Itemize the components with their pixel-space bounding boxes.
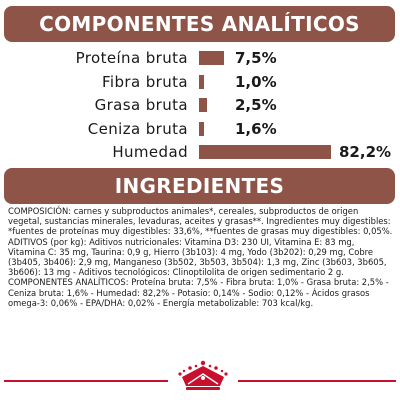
row-label: Fibra bruta: [101, 72, 188, 91]
royal-canin-crown-logo: [178, 360, 228, 390]
row-value: 1,6%: [235, 119, 277, 138]
row-label: Ceniza bruta: [87, 119, 188, 138]
analytics-row-ash: Ceniza bruta 1,6%: [0, 119, 400, 139]
additives-paragraph: ADITIVOS (por kg): Aditivos nutricionale…: [8, 236, 387, 278]
analytics-row-moisture: Humedad 82,2%: [0, 142, 400, 162]
analytics-row-protein: Proteína bruta 7,5%: [0, 48, 400, 68]
row-label: Proteína bruta: [75, 49, 188, 67]
ingredients-body: COMPOSICIÓN: carnes y subproductos anima…: [8, 206, 394, 308]
analytics-title: COMPONENTES ANALÍTICOS: [39, 12, 360, 36]
row-value: 82,2%: [339, 143, 392, 161]
value-bar: [199, 145, 331, 159]
analytics-banner: COMPONENTES ANALÍTICOS: [4, 6, 395, 42]
composition-paragraph: COMPOSICIÓN: carnes y subproductos anima…: [8, 206, 393, 237]
analytical-paragraph: COMPONENTES ANALÍTICOS: Proteína bruta: …: [8, 277, 389, 308]
footer-divider-right: [238, 380, 396, 382]
row-value: 2,5%: [235, 96, 277, 114]
row-label: Humedad: [112, 143, 188, 161]
row-value: 1,0%: [235, 72, 277, 91]
analytics-row-fat: Grasa bruta 2,5%: [0, 95, 400, 115]
footer-divider-left: [4, 380, 168, 382]
ingredients-banner: INGREDIENTES: [4, 168, 395, 204]
value-bar: [199, 98, 207, 112]
value-bar: [199, 74, 204, 89]
value-bar: [199, 121, 204, 136]
row-value: 7,5%: [235, 49, 277, 67]
ingredients-title: INGREDIENTES: [114, 174, 285, 198]
analytics-row-fiber: Fibra bruta 1,0%: [0, 72, 400, 92]
value-bar: [199, 51, 224, 65]
row-label: Grasa bruta: [94, 96, 188, 114]
